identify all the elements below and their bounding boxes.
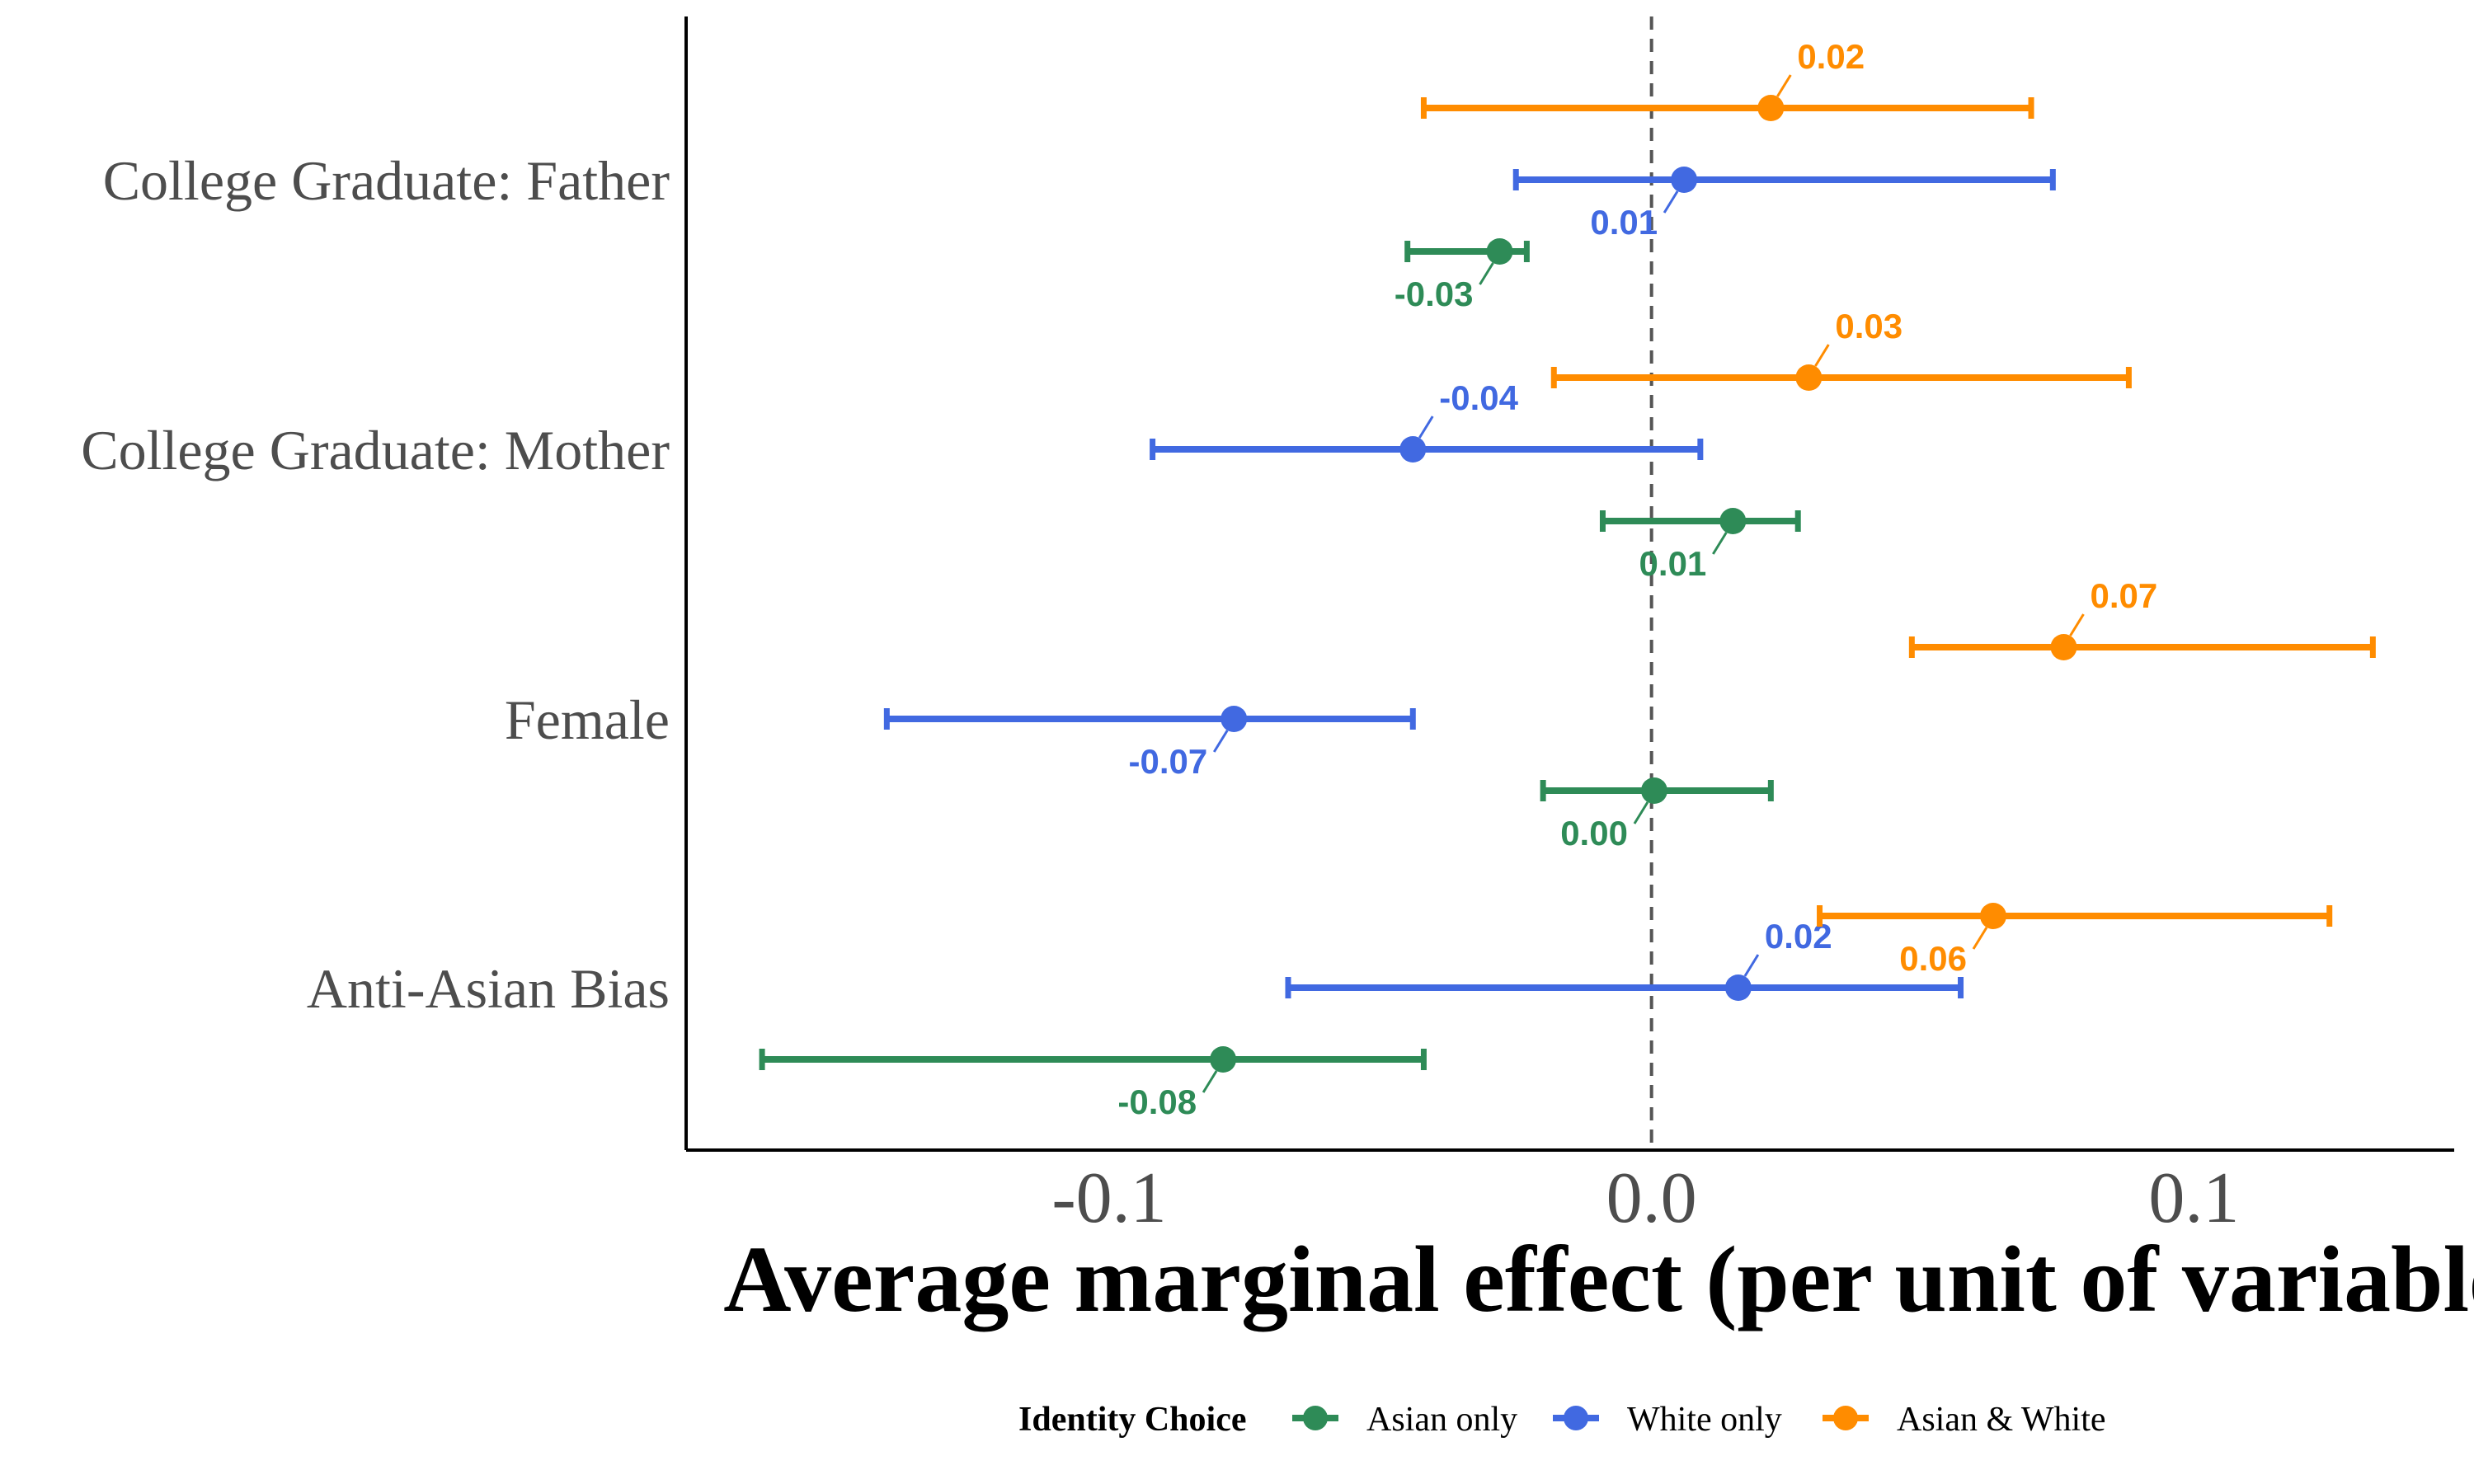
y-category-label: College Graduate: Father: [103, 149, 670, 212]
legend-entry-label: Asian & White: [1897, 1401, 2106, 1439]
x-tick-label: -0.1: [1051, 1158, 1166, 1238]
plot-area: -0.1 0.0 0.1 College Graduate: Father Colleg…: [81, 16, 2454, 1238]
legend-key-point: [1303, 1406, 1328, 1430]
data-label: 0.06: [1899, 939, 1967, 978]
point-estimate: [1399, 436, 1427, 463]
point-estimate: [2050, 634, 2077, 660]
data-label: 0.01: [1639, 544, 1707, 583]
x-axis-title: Average marginal effect (per unit of var…: [723, 1227, 2474, 1331]
legend-entry-label: Asian only: [1366, 1401, 1517, 1439]
y-category-label: Anti-Asian Bias: [307, 957, 670, 1020]
label-leader-line: [1743, 954, 1760, 977]
label-leader-line: [1633, 801, 1649, 824]
point-estimate: [1640, 777, 1667, 804]
legend-entry-label: White only: [1627, 1401, 1782, 1439]
label-leader-line: [1814, 344, 1830, 367]
x-tick-label: 0.1: [2148, 1158, 2239, 1238]
point-estimate: [1795, 364, 1823, 391]
point-estimate: [1486, 238, 1513, 265]
legend: Identity Choice Asian only White only Asian…: [1018, 1401, 2106, 1439]
legend-title: Identity Choice: [1018, 1401, 1247, 1439]
label-leader-line: [1479, 262, 1494, 285]
point-estimate: [1724, 974, 1752, 1001]
y-category-label: Female: [505, 688, 670, 751]
data-label: -0.07: [1129, 742, 1208, 781]
point-estimate: [1221, 706, 1248, 732]
x-tick-label: 0.0: [1606, 1158, 1697, 1238]
legend-key-point: [1564, 1406, 1588, 1430]
data-label: 0.02: [1797, 37, 1865, 76]
point-estimate: [1979, 903, 2006, 929]
point-estimate: [1671, 167, 1698, 193]
data-label: -0.08: [1117, 1082, 1197, 1121]
point-estimate: [1757, 95, 1785, 121]
series-asian-only: -0.03 0.01 0.00 -0.08: [759, 238, 1801, 1121]
data-label: 0.00: [1560, 814, 1628, 852]
label-leader-line: [1776, 74, 1792, 97]
point-estimate: [1210, 1046, 1237, 1073]
legend-key-point: [1833, 1406, 1858, 1430]
label-leader-line: [1712, 532, 1728, 555]
series-white-only: 0.01-0.04-0.070.02: [883, 167, 2056, 1001]
label-leader-line: [1212, 730, 1229, 753]
label-leader-line: [1202, 1070, 1218, 1093]
data-label: 0.03: [1835, 307, 1903, 345]
data-label: 0.07: [2090, 576, 2157, 615]
data-label: -0.04: [1439, 378, 1518, 417]
label-leader-line: [2069, 613, 2085, 636]
data-label: -0.03: [1395, 275, 1474, 313]
y-category-label: College Graduate: Mother: [81, 419, 670, 481]
label-leader-line: [1418, 416, 1434, 439]
label-leader-line: [1972, 927, 1988, 950]
series-asian-white: 0.02 0.03 0.07 0.06: [1420, 37, 2376, 978]
label-leader-line: [1663, 190, 1679, 214]
data-label: 0.01: [1590, 203, 1658, 242]
point-estimate: [1719, 508, 1747, 534]
